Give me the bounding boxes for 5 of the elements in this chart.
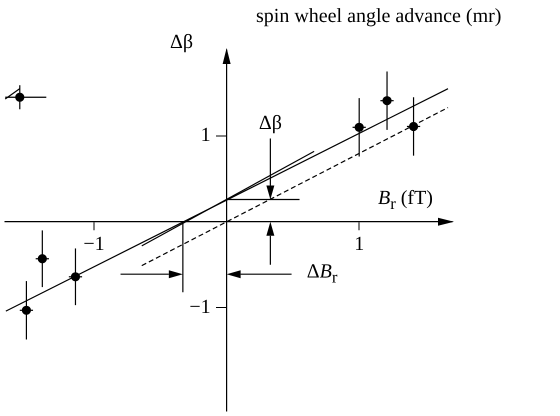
annotation: ΔB$_{r}$ — [306, 260, 338, 287]
annotation: Δβ — [258, 112, 282, 134]
chart-title: spin wheel angle advance (mr) — [256, 5, 502, 27]
y-axis-title: Δβ — [170, 31, 194, 53]
x-axis-title: B$_{r}$ (fT) — [378, 187, 433, 213]
